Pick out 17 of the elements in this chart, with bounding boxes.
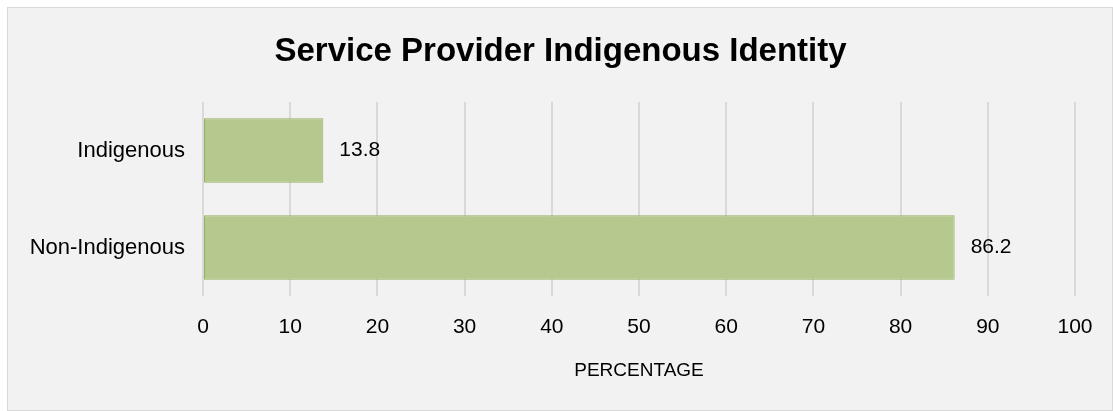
x-axis-title: PERCENTAGE <box>574 358 704 380</box>
data-label: 13.8 <box>339 137 381 161</box>
x-tick-label: 30 <box>452 314 477 338</box>
x-tick-label: 10 <box>278 314 302 338</box>
data-label: 86.2 <box>970 234 1012 258</box>
x-tick-label: 20 <box>365 314 390 338</box>
x-tick-label: 40 <box>540 314 564 338</box>
x-tick-label: 90 <box>976 314 1000 338</box>
x-tick-label: 60 <box>714 314 738 338</box>
chart-title: Service Provider Indigenous Identity <box>274 31 848 69</box>
x-tick-label: 80 <box>888 314 913 338</box>
x-tick-label: 70 <box>801 314 826 338</box>
x-tick-label: 50 <box>627 314 651 338</box>
x-tick-label: 100 <box>1057 314 1093 338</box>
x-tick-label: 0 <box>197 314 209 338</box>
y-tick-label: Indigenous <box>77 136 185 162</box>
y-tick-label: Non-Indigenous <box>29 233 185 259</box>
